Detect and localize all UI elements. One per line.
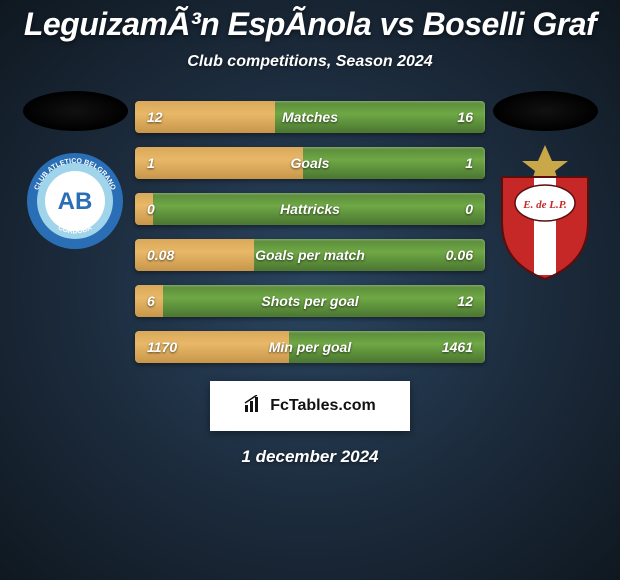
stat-left-value: 0.08 xyxy=(147,247,174,263)
date-text: 1 december 2024 xyxy=(0,447,620,467)
stat-right-value: 0 xyxy=(465,201,473,217)
stat-row: 0 Hattricks 0 xyxy=(135,193,485,225)
team-left-badge-icon: AB CLUB ATLETICO BELGRANO CORDOBA xyxy=(25,151,125,251)
stat-left-value: 0 xyxy=(147,201,155,217)
player-right-silhouette xyxy=(493,91,598,131)
stat-label: Matches xyxy=(282,109,338,125)
svg-text:AB: AB xyxy=(58,188,93,215)
stat-label: Shots per goal xyxy=(261,293,358,309)
player-left-silhouette xyxy=(23,91,128,131)
stat-right-value: 12 xyxy=(457,293,473,309)
player-left-column: AB CLUB ATLETICO BELGRANO CORDOBA xyxy=(15,91,135,251)
stat-label: Goals per match xyxy=(255,247,365,263)
stat-right-value: 1461 xyxy=(442,339,473,355)
stat-label: Hattricks xyxy=(280,201,340,217)
stat-right-value: 1 xyxy=(465,155,473,171)
svg-text:E. de L.P.: E. de L.P. xyxy=(522,199,567,211)
stats-list: 12 Matches 16 1 Goals 1 0 Hattricks 0 0.… xyxy=(135,101,485,363)
stat-left-value: 6 xyxy=(147,293,155,309)
stat-row: 1170 Min per goal 1461 xyxy=(135,331,485,363)
brand-text: FcTables.com xyxy=(270,397,376,415)
stat-left-value: 12 xyxy=(147,109,163,125)
stat-right-value: 0.06 xyxy=(446,247,473,263)
stat-row: 12 Matches 16 xyxy=(135,101,485,133)
stat-row: 0.08 Goals per match 0.06 xyxy=(135,239,485,271)
stat-left-value: 1 xyxy=(147,155,155,171)
stat-left-value: 1170 xyxy=(147,339,177,355)
comparison-container: AB CLUB ATLETICO BELGRANO CORDOBA 12 Mat… xyxy=(0,91,620,363)
team-right-badge-icon: E. de L.P. xyxy=(490,143,600,283)
chart-icon xyxy=(244,395,264,418)
player-right-column: E. de L.P. xyxy=(485,91,605,283)
page-title: LeguizamÃ³n EspÃ­nola vs Boselli Graf xyxy=(0,0,620,43)
stat-row: 6 Shots per goal 12 xyxy=(135,285,485,317)
stat-label: Min per goal xyxy=(269,339,351,355)
stat-label: Goals xyxy=(291,155,330,171)
subtitle: Club competitions, Season 2024 xyxy=(0,53,620,71)
stat-fill xyxy=(135,147,303,179)
stat-right-value: 16 xyxy=(457,109,473,125)
stat-row: 1 Goals 1 xyxy=(135,147,485,179)
brand-badge: FcTables.com xyxy=(210,381,410,431)
